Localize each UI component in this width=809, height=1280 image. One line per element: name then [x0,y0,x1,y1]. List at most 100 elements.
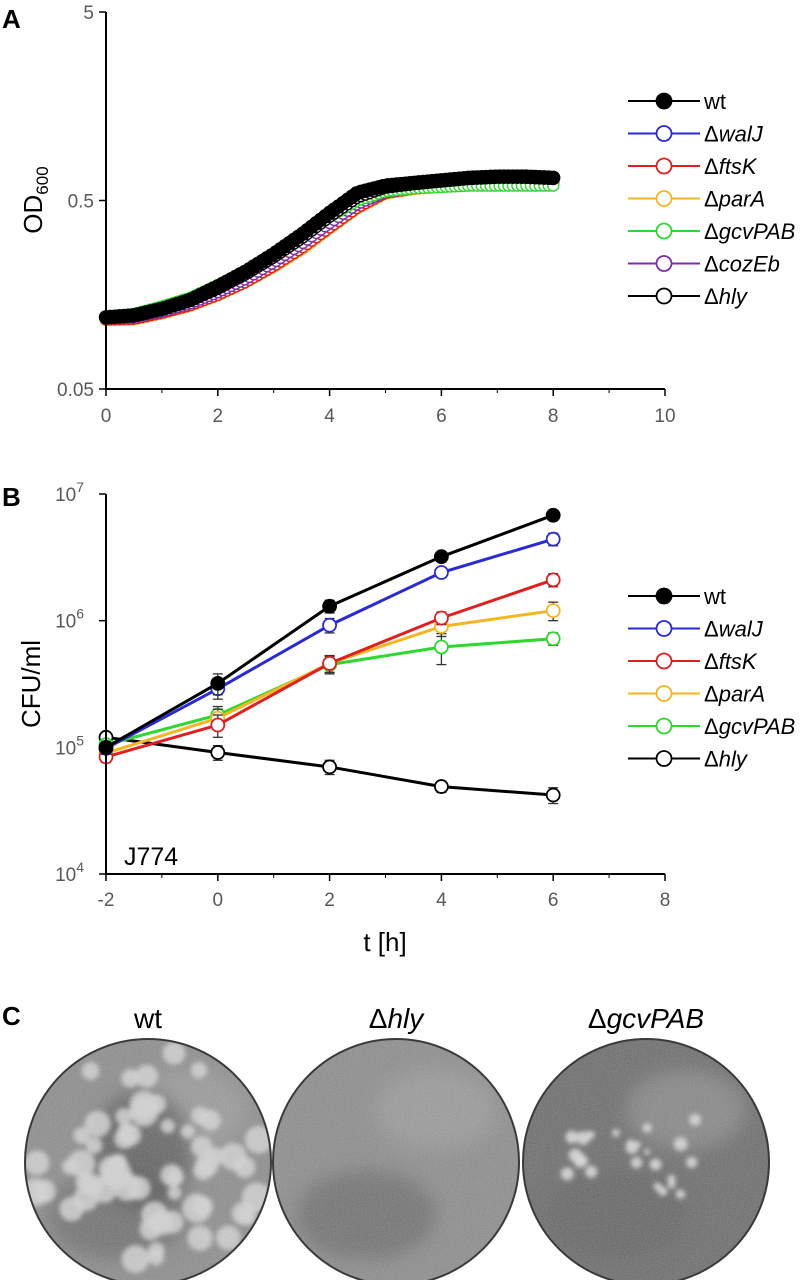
legend-delta-prefix: Δ [704,154,719,179]
legend-delta-prefix: Δ [704,252,719,277]
plate-label-prefix: Δ [369,1003,388,1034]
cfu-point-ftsK [433,610,449,626]
legend-strain-name: walJ [719,617,764,642]
plate-label-strain: wt [133,1003,162,1034]
growth-x-tick-label: 4 [324,406,335,427]
legend-swatch-marker [655,750,673,767]
cfu-point-wt [545,507,561,523]
cfu-legend-label: wt [703,584,726,609]
cfu-y-tick-exp: 5 [76,732,84,748]
cfu-y-tick-exp: 6 [76,606,84,622]
legend-strain-name: gcvPAB [719,714,796,739]
growth-legend-item-parA: ΔparA [628,187,765,212]
cfu-y-tick-base: 10 [55,865,76,886]
plate-label-strain: gcvPAB [607,1003,705,1034]
legend-delta-prefix: Δ [704,649,719,674]
cfu-point-walJ [322,617,338,633]
growth-legend-label: wt [703,89,726,114]
growth-x-tick-label: 10 [654,406,675,427]
cfu-point-walJ [545,531,561,547]
growth-line-wt [105,175,554,319]
cfu-y-tick-base: 10 [55,485,76,506]
growth-legend-item-hly: Δhly [628,284,749,309]
panel-letter-a: A [2,4,21,34]
legend-strain-name: ftsK [719,649,758,674]
plate-dish [523,1039,769,1280]
cfu-series-hly [98,729,561,805]
cfu-x-tick-label: -2 [98,890,115,911]
growth-y-label-sub: 600 [33,166,52,194]
plate-label: Δhly [369,1003,425,1034]
legend-delta-prefix: Δ [704,219,719,244]
cfu-legend-label: ΔwalJ [704,617,764,642]
cfu-point-wt [433,549,449,565]
cfu-legend-item-hly: Δhly [628,747,749,772]
cfu-point-wt [322,598,338,614]
legend-strain-name: gcvPAB [719,219,796,244]
legend-swatch-marker [655,255,673,272]
cfu-y-tick-exp: 4 [76,859,84,875]
cfu-y-tick-base: 10 [55,612,76,633]
cfu-y-tick-label: 107 [55,479,84,506]
legend-delta-prefix: Δ [704,714,719,739]
cfu-legend-label: ΔgcvPAB [704,714,795,739]
plate-1: Δhly [272,1003,520,1280]
legend-strain-name: hly [719,284,749,309]
growth-x-tick-label: 6 [436,406,447,427]
growth-y-tick-label: 0.05 [57,380,94,401]
growth-x-tick-label: 2 [213,406,224,427]
cfu-y-tick-label: 106 [55,606,84,633]
growth-legend-label: Δhly [704,284,749,309]
growth-legend-label: ΔgcvPAB [704,219,795,244]
cfu-legend-label: ΔftsK [704,649,758,674]
plate-dish [273,1039,519,1280]
panel-letter-b: B [2,482,21,512]
growth-y-label-main: OD [18,195,48,234]
legend-swatch-marker [655,125,673,142]
plate-dish [25,1039,271,1280]
cfu-y-tick-label: 104 [55,859,84,886]
plate-0: wt [24,1003,272,1280]
growth-legend-item-cozEb: ΔcozEb [628,252,780,277]
plate-2: ΔgcvPAB [522,1003,770,1280]
plate-texture [25,1039,271,1280]
legend-strain-name: wt [703,89,726,114]
cfu-x-tick-label: 0 [213,890,224,911]
growth-legend-label: ΔwalJ [704,122,764,147]
cfu-legend-item-wt: wt [628,584,726,609]
cfu-point-hly [210,745,226,760]
growth-legend-item-gcvPAB: ΔgcvPAB [628,219,795,244]
growth-x-tick-label: 0 [101,406,112,427]
legend-swatch-marker [655,587,673,605]
plate-texture [273,1039,519,1280]
legend-strain-name: walJ [719,122,764,147]
legend-strain-name: wt [703,584,726,609]
plate-rim [24,1038,272,1280]
legend-delta-prefix: Δ [704,747,719,772]
legend-swatch-marker [655,92,673,110]
cfu-y-tick-exp: 7 [76,479,84,495]
plate-label: wt [133,1003,162,1034]
cfu-legend-item-gcvPAB: ΔgcvPAB [628,714,795,739]
growth-legend-item-walJ: ΔwalJ [628,122,764,147]
cfu-point-gcvPAB [545,631,561,647]
growth-legend-label: ΔftsK [704,154,758,179]
cfu-x-tick-label: 8 [660,890,671,911]
cfu-point-hly [545,787,561,803]
cfu-point-ftsK [545,572,561,588]
cfu-series-ftsK [98,572,561,765]
cfu-x-axis-title: t [h] [363,927,406,957]
growth-chart: 0 2 4 6 8 100.050.55 OD600 wtΔwalJΔftsKΔparAΔ… [18,3,795,427]
cfu-legend-item-walJ: ΔwalJ [628,617,764,642]
legend-swatch-marker [655,222,673,240]
cfu-line-gcvPAB [105,637,554,747]
plate-label-prefix: Δ [588,1003,607,1034]
growth-series-wt [98,169,561,325]
growth-axes: 0 2 4 6 8 10 0.05 0.5 5 [57,3,676,427]
legend-strain-name: parA [718,187,765,212]
plate-label: ΔgcvPAB [588,1003,704,1034]
cfu-y-axis-title: CFU/ml [16,640,46,728]
growth-legend-label: ΔcozEb [704,252,780,277]
